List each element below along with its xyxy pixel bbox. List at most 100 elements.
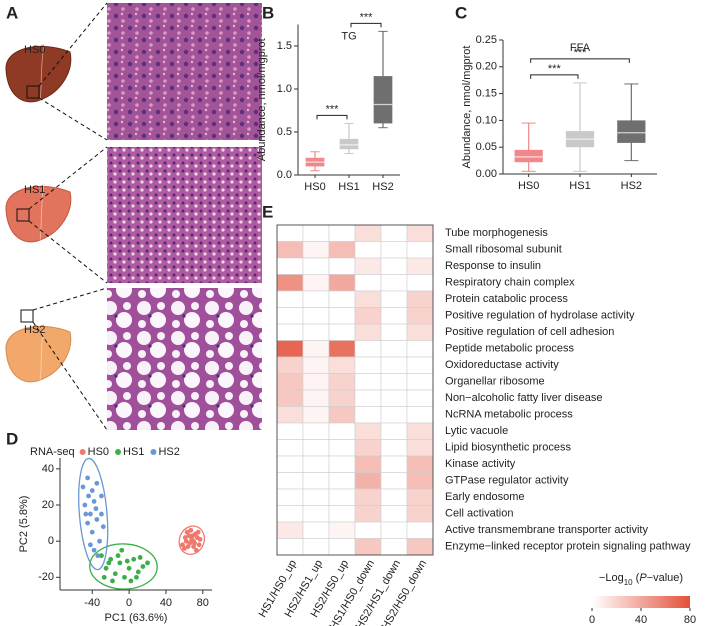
heatmap-cell: [354, 356, 382, 374]
heatmap-cell: [354, 521, 382, 539]
heatmap-cell: [380, 373, 408, 391]
heatmap-cell: [406, 472, 434, 490]
heatmap-cell: [406, 307, 434, 325]
heatmap-cell: [406, 241, 434, 259]
point: [193, 547, 199, 553]
heatmap-cell: [406, 488, 434, 506]
heatmap-cell: [302, 389, 330, 407]
heatmap-cell: [328, 274, 356, 292]
heatmap-cell: [354, 307, 382, 325]
point: [89, 488, 95, 493]
heatmap-cell: [276, 340, 304, 358]
box: [339, 138, 359, 150]
heatmap-cell: [328, 455, 356, 473]
heatmap-cell: [328, 521, 356, 539]
heatmap-cell: [406, 373, 434, 391]
point: [103, 565, 109, 571]
heatmap-cell: [276, 521, 304, 539]
point: [185, 544, 191, 550]
heatmap-cell: [276, 241, 304, 259]
heatmap-cell: [302, 439, 330, 457]
colorbar-title: −Log10 (P−value): [599, 572, 683, 587]
heatmap-cell: [406, 340, 434, 358]
heatmap-cell: [406, 224, 434, 242]
row-label: Protein catabolic process: [445, 293, 568, 305]
point: [122, 574, 127, 580]
point: [191, 544, 196, 550]
zoom-line: [28, 146, 108, 210]
panel-letter: E: [262, 202, 273, 221]
legend-title: RNA-seq: [30, 446, 75, 458]
point: [88, 511, 93, 517]
heatmap-cell: [276, 472, 304, 490]
point: [101, 574, 107, 580]
zoom-line: [32, 287, 108, 311]
zoom-line: [38, 2, 108, 87]
y-tick-label: 1.5: [277, 40, 292, 52]
row-label: Active transmembrane transporter activit…: [445, 524, 648, 536]
panel-letter: A: [6, 3, 18, 22]
heatmap-frame: [276, 224, 434, 556]
heatmap-cell: [380, 356, 408, 374]
heatmap-cell: [380, 224, 408, 242]
heatmap-cell: [302, 488, 330, 506]
heatmap-cell: [302, 290, 330, 308]
heatmap-cell: [328, 224, 356, 242]
legend-marker: [115, 449, 122, 455]
row-label: Peptide metabolic process: [445, 343, 575, 355]
heatmap-cell: [302, 323, 330, 341]
x-axis-label: PC1 (63.6%): [105, 612, 168, 624]
heatmap-cell: [328, 290, 356, 308]
point: [99, 493, 104, 499]
heatmap-cell: [406, 439, 434, 457]
point: [99, 511, 104, 517]
heatmap-cell: [380, 439, 408, 457]
y-tick-label: 0.10: [476, 114, 497, 126]
row-label: NcRNA metabolic process: [445, 409, 573, 421]
liver-lobe-line: [39, 43, 45, 101]
heatmap-cell: [354, 472, 382, 490]
heatmap-cell: [302, 340, 330, 358]
colorbar-tick-label: 40: [635, 614, 647, 626]
point: [99, 553, 104, 559]
heatmap-cell: [328, 340, 356, 358]
x-tick-label: HS0: [518, 180, 539, 192]
heatmap-cell: [406, 505, 434, 523]
row-label: Non−alcoholic fatty liver disease: [445, 392, 602, 404]
colorbar: [592, 596, 690, 608]
heatmap-cell: [276, 224, 304, 242]
y-tick-label: 20: [42, 499, 54, 511]
point: [117, 560, 123, 566]
heatmap-cell: [276, 389, 304, 407]
heatmap-cell: [276, 290, 304, 308]
y-axis-label: PC2 (5.8%): [18, 496, 30, 553]
heatmap-cell: [328, 389, 356, 407]
row-label: Positive regulation of hydrolase activit…: [445, 310, 635, 322]
colorbar-title-part: P: [639, 572, 647, 584]
panel-letter: D: [6, 429, 18, 448]
histology-image: [107, 147, 262, 283]
significance-label: ***: [548, 63, 562, 75]
heatmap-cell: [328, 373, 356, 391]
heatmap-cell: [380, 406, 408, 424]
heatmap-cell: [354, 488, 382, 506]
y-axis-label: Abundance, nmol/mgprot: [461, 46, 473, 169]
row-label: Early endosome: [445, 491, 525, 503]
point: [191, 538, 196, 544]
colorbar-title-part: −value): [647, 572, 683, 584]
heatmap-cell: [328, 356, 356, 374]
legend-marker: [150, 449, 157, 455]
heatmap-cell: [354, 340, 382, 358]
heatmap-cell: [276, 307, 304, 325]
legend-label: HS1: [123, 446, 144, 458]
point: [85, 520, 91, 526]
heatmap-cell: [328, 323, 356, 341]
heatmap-cell: [406, 521, 434, 539]
point: [82, 502, 88, 508]
point: [124, 558, 130, 564]
heatmap-cell: [354, 389, 382, 407]
heatmap-cell: [328, 406, 356, 424]
row-label: Response to insulin: [445, 260, 541, 272]
heatmap-cell: [354, 373, 382, 391]
